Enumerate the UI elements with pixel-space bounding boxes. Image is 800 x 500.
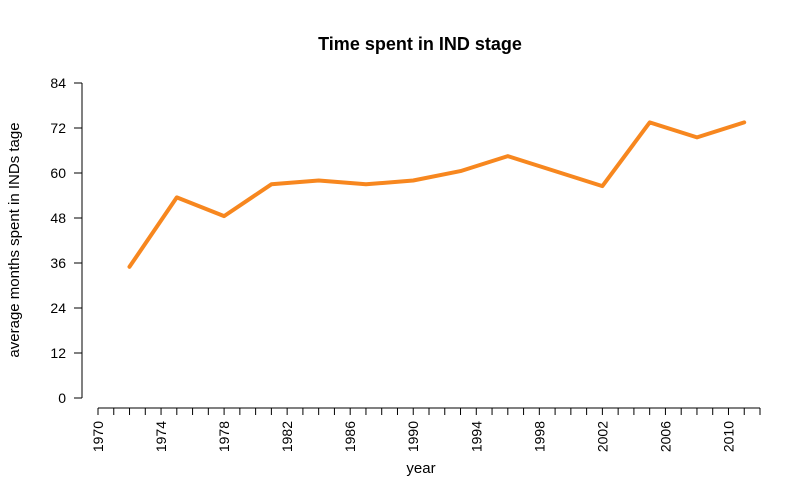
y-axis-ticks: 0 12 24 36 48 60 72 84 [50, 75, 82, 406]
y-tick-label-72: 72 [50, 120, 66, 136]
chart-title: Time spent in IND stage [318, 34, 522, 54]
series-line-0 [127, 120, 747, 269]
x-axis-label: year [406, 460, 435, 477]
x-tick-label-1998: 1998 [531, 421, 547, 452]
y-tick-label-84: 84 [50, 75, 66, 91]
x-axis-ticks: 1970 1974 1978 1982 1986 1990 1994 1998 2002 2006… [90, 408, 761, 452]
x-tick-label-1982: 1982 [279, 421, 295, 452]
x-tick-label-2002: 2002 [594, 421, 610, 452]
x-tick-label-1974: 1974 [153, 421, 169, 452]
x-tick-label-2006: 2006 [657, 421, 673, 452]
series-group [127, 120, 747, 269]
x-tick-label-1978: 1978 [216, 421, 232, 452]
x-tick-label-1990: 1990 [405, 421, 421, 452]
x-tick-label-1994: 1994 [468, 421, 484, 452]
x-tick-label-2010: 2010 [720, 421, 736, 452]
y-tick-label-24: 24 [50, 300, 66, 316]
y-tick-label-60: 60 [50, 165, 66, 181]
y-tick-label-12: 12 [50, 345, 66, 361]
y-axis-label: average months spent in INDs tage [6, 122, 23, 357]
y-tick-label-0: 0 [58, 390, 66, 406]
x-tick-label-1970: 1970 [90, 421, 106, 452]
y-tick-label-48: 48 [50, 210, 66, 226]
x-tick-label-1986: 1986 [342, 421, 358, 452]
y-tick-label-36: 36 [50, 255, 66, 271]
